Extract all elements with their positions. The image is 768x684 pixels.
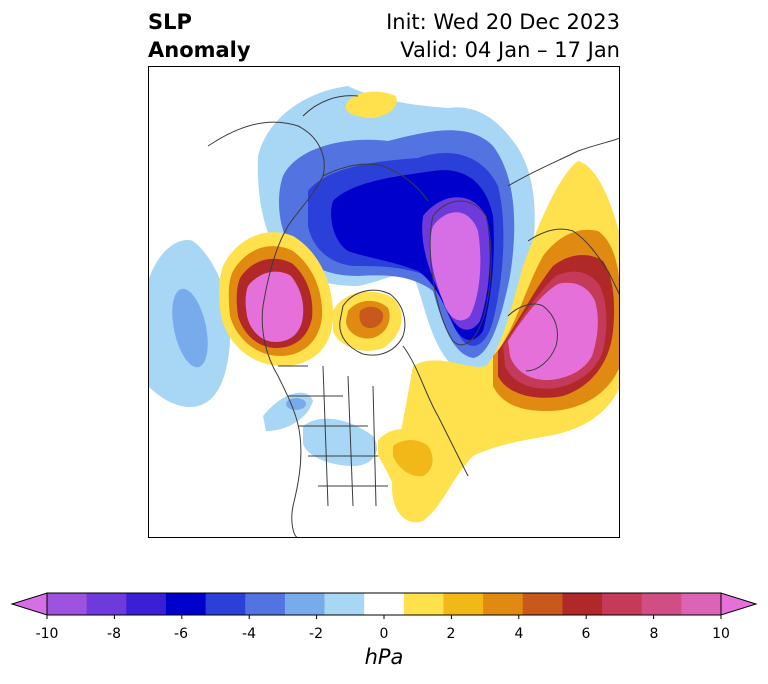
colorbar-segment: [522, 593, 563, 615]
colorbar-tick: 2: [446, 626, 456, 642]
init-date: Init: Wed 20 Dec 2023: [386, 10, 620, 34]
colorbar-segment: [165, 593, 207, 615]
colorbar-tick: 4: [514, 626, 524, 642]
title-line-2: Anomaly: [148, 38, 251, 62]
colorbar-extend-max: [720, 592, 758, 616]
colorbar-segment: [205, 593, 246, 615]
colorbar-unit-label: hPa: [364, 645, 404, 669]
colorbar-segment: [86, 593, 127, 615]
colorbar-segment: [403, 593, 444, 615]
colorbar-segment: [324, 593, 365, 615]
colorbar-segment: [364, 593, 405, 615]
colorbar-tick: 0: [379, 626, 389, 642]
pacific-low-anomaly: [148, 240, 313, 431]
colorbar-segment: [443, 593, 484, 615]
map-title: SLP Anomaly: [148, 8, 251, 64]
colorbar-segment: [681, 593, 722, 615]
colorbar-segment: [245, 593, 286, 615]
title-line-1: SLP: [148, 10, 192, 34]
colorbar-segment: [47, 593, 88, 615]
colorbar-segment: [641, 593, 682, 615]
colorbar-segment: [602, 593, 643, 615]
colorbar-tick: -6: [174, 626, 188, 642]
forecast-dates: Init: Wed 20 Dec 2023 Valid: 04 Jan – 17…: [386, 8, 620, 64]
colorbar-segment: [562, 593, 603, 615]
alaska-high-anomaly: [218, 232, 333, 366]
hudson-high-anomaly: [333, 291, 402, 351]
colorbar-tick: 10: [712, 626, 730, 642]
colorbar-tick: -10: [35, 626, 59, 642]
colorbar-tick: 6: [581, 626, 591, 642]
colorbar: [0, 585, 768, 625]
colorbar-extend-min: [10, 592, 48, 616]
colorbar-segment: [483, 593, 524, 615]
colorbar-tick: 8: [649, 626, 659, 642]
valid-range: Valid: 04 Jan – 17 Jan: [400, 38, 620, 62]
anomaly-map: [148, 66, 620, 538]
arctic-high-anomaly: [345, 91, 397, 118]
colorbar-tick: -8: [107, 626, 121, 642]
colorbar-tick: -4: [242, 626, 256, 642]
colorbar-segment: [284, 593, 326, 615]
north-america-anomaly: [303, 418, 449, 521]
colorbar-tick: -2: [309, 626, 323, 642]
colorbar-segment: [126, 593, 167, 615]
coastlines: [207, 95, 620, 538]
